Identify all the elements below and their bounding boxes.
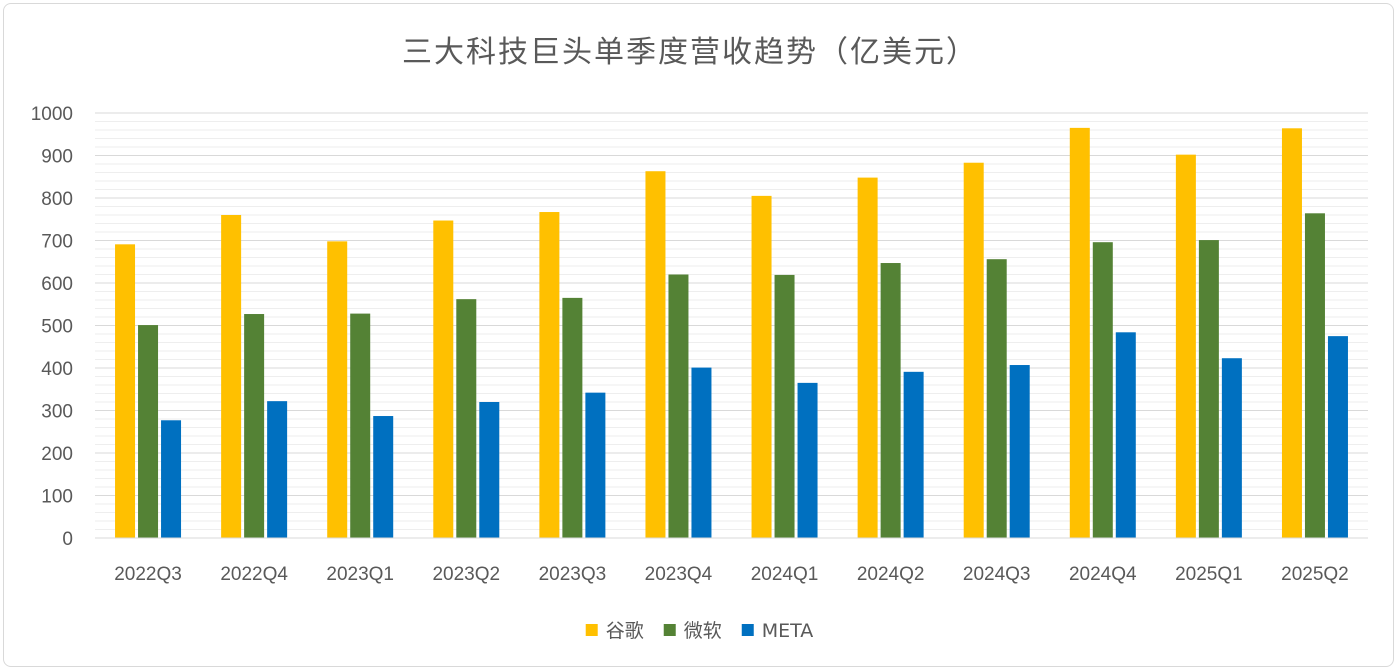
y-tick-label: 800 [41,189,73,210]
bar [350,313,371,538]
y-tick-label: 200 [41,444,73,465]
bar [115,244,136,538]
x-tick-label: 2023Q2 [432,564,500,585]
bar [161,420,182,538]
bar [691,367,712,538]
chart-title: 三大科技巨头单季度营收趋势（亿美元） [402,35,978,70]
bar [1198,240,1219,538]
x-tick-label: 2022Q4 [220,564,288,585]
bar [456,299,477,538]
x-tick-label: 2025Q2 [1281,564,1349,585]
legend-swatch [741,624,754,636]
bar [751,195,772,538]
bar [562,297,583,538]
y-tick-label: 1000 [31,104,73,125]
y-tick-label: 500 [41,317,73,338]
bar [903,371,924,538]
x-axis-ticks: 2022Q3 2022Q4 2023Q1 2023Q2 2023Q3 2023Q4 2024… [114,564,1349,585]
bar [857,177,878,538]
bars [115,127,1348,539]
y-tick-label: 900 [41,147,73,168]
x-tick-label: 2024Q3 [963,564,1031,585]
x-tick-label: 2023Q1 [326,564,394,585]
bar [585,392,606,538]
x-tick-label: 2024Q4 [1069,564,1137,585]
legend-label: 微软 [684,620,722,642]
legend-label: META [762,620,814,642]
x-tick-label: 2023Q4 [645,564,713,585]
bar [986,259,1007,538]
bar [1009,365,1030,538]
bar [963,162,984,538]
y-tick-label: 300 [41,402,73,423]
y-tick-label: 0 [62,529,73,550]
legend: 谷歌 微软 META [585,620,814,642]
y-tick-label: 600 [41,274,73,295]
bar [1092,242,1113,538]
bar [1327,336,1348,538]
bar [433,220,454,538]
bar [138,325,159,538]
y-tick-label: 700 [41,232,73,253]
bar [774,274,795,538]
y-tick-label: 100 [41,487,73,508]
bar [1069,127,1090,538]
bar [668,274,689,538]
bar [880,263,901,538]
bar [327,241,348,538]
x-tick-label: 2024Q1 [751,564,819,585]
bar [645,171,666,538]
bar [267,401,288,538]
x-tick-label: 2022Q3 [114,564,182,585]
bar [539,212,560,538]
legend-swatch [663,624,676,636]
bar [1175,154,1196,538]
bar [797,382,818,538]
bar [221,215,242,538]
bar [373,416,394,538]
y-tick-label: 400 [41,359,73,380]
bar [1281,128,1302,539]
bar [244,314,265,538]
legend-label: 谷歌 [606,620,644,642]
x-tick-label: 2023Q3 [539,564,607,585]
bar [1221,358,1242,538]
bar [1304,213,1325,539]
x-tick-label: 2025Q1 [1175,564,1243,585]
x-tick-label: 2024Q2 [857,564,925,585]
legend-swatch [585,624,598,636]
y-axis-ticks: 0 100 200 300 400 500 600 700 800 900 1000 [31,104,73,550]
bar [1115,332,1136,538]
bar [479,402,500,538]
